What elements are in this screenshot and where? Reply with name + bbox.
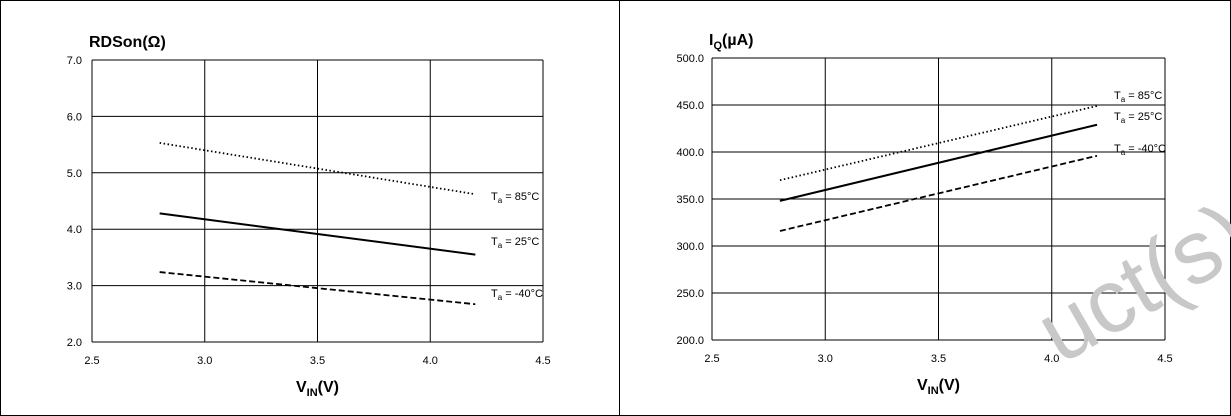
y-tick-label: 500.0 [676, 53, 704, 65]
y-tick-label: 350.0 [676, 194, 704, 206]
chart-title: IQ(µA) [709, 32, 753, 52]
x-tick-label: 4.5 [1157, 353, 1172, 365]
y-tick-label: 4.0 [67, 224, 82, 236]
series-line-solid [159, 212, 476, 256]
x-tick-label: 4.0 [423, 355, 438, 367]
y-tick-label: 2.0 [67, 337, 82, 349]
y-tick-label: 450.0 [676, 100, 704, 112]
x-tick-label: 2.5 [704, 353, 719, 365]
y-tick-label: 200.0 [676, 335, 704, 347]
x-tick-label: 3.5 [931, 353, 946, 365]
y-tick-label: 5.0 [67, 168, 82, 180]
x-tick-label: 4.5 [535, 355, 550, 367]
y-tick-label: 250.0 [676, 288, 704, 300]
series-label: Ta = 85°C [1114, 90, 1162, 104]
x-axis-label: VIN(V) [917, 377, 960, 397]
chart-1: 2.5 3.0 3.5 4.0 4.5 200.0 250.0 300.0 350.0 400.0… [676, 32, 1172, 397]
series-label: Ta = -40°C [491, 288, 543, 302]
chart-0: 2.5 3.0 3.5 4.0 4.5 2.0 3.0 4.0 5.0 6.0 7.0 RDSon(Ω… [67, 34, 551, 399]
x-tick-label: 3.0 [818, 353, 833, 365]
series-label: Ta = 85°C [491, 191, 539, 205]
x-axis-label: VIN(V) [296, 379, 339, 399]
series-line-solid [779, 123, 1098, 202]
series-line-dashed [779, 154, 1098, 232]
x-tick-label: 3.5 [310, 355, 325, 367]
y-tick-label: 6.0 [67, 111, 82, 123]
series-line-dashed [159, 271, 476, 306]
y-tick-label: 3.0 [67, 281, 82, 293]
x-tick-label: 3.0 [197, 355, 212, 367]
series-label: Ta = -40°C [1114, 143, 1166, 157]
y-tick-label: 7.0 [67, 55, 82, 67]
series-line-dotted [159, 142, 476, 196]
series-label: Ta = 25°C [1114, 111, 1162, 125]
series-label: Ta = 25°C [491, 236, 539, 250]
chart-title: RDSon(Ω) [89, 34, 166, 51]
x-tick-label: 2.5 [84, 355, 99, 367]
y-tick-label: 300.0 [676, 241, 704, 253]
y-tick-label: 400.0 [676, 147, 704, 159]
x-tick-label: 4.0 [1044, 353, 1059, 365]
